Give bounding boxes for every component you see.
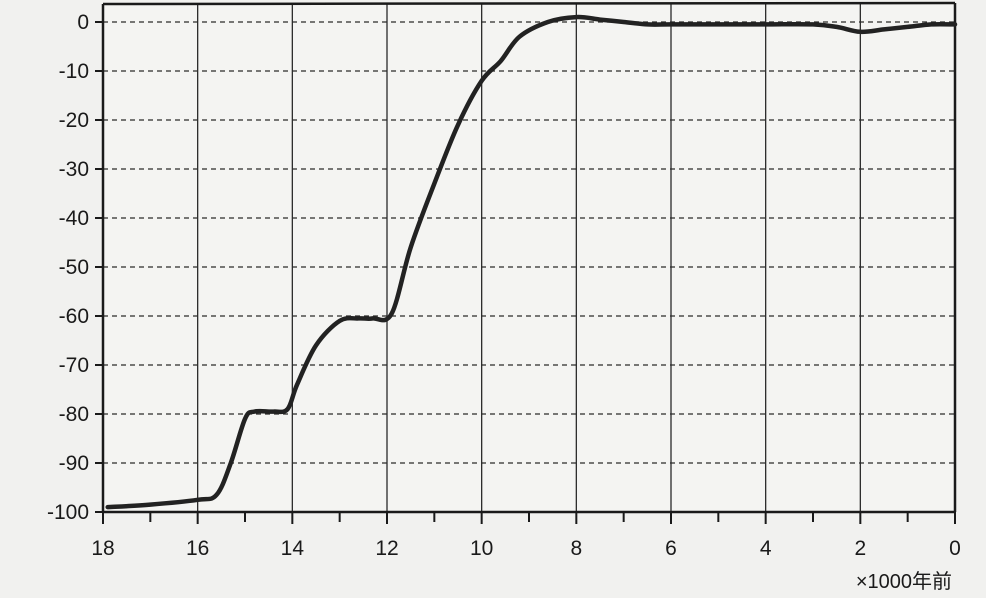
y-tick-label: -50 [59, 256, 89, 279]
series-line [105, 14, 958, 510]
x-tick-label: 18 [91, 537, 114, 560]
x-tick-label: 2 [854, 537, 866, 560]
x-tick-label: 6 [665, 537, 677, 560]
y-tick-label: -10 [59, 60, 89, 83]
y-tick-label: -30 [59, 158, 89, 181]
y-tick-label: -90 [59, 452, 89, 475]
x-tick-label: 12 [375, 537, 398, 560]
y-tick-label: -40 [59, 207, 89, 230]
series-layer [105, 14, 958, 510]
grid-layer [103, 4, 955, 512]
x-tick-label: 14 [281, 537, 305, 560]
x-tick-label: 8 [570, 537, 582, 560]
y-tick-label: -70 [59, 354, 89, 377]
x-tick-label: 16 [186, 537, 209, 560]
x-tick-label: 10 [470, 537, 493, 560]
y-tick-label: -100 [47, 501, 89, 524]
plot-background [103, 4, 955, 512]
x-tick-label: 0 [949, 537, 961, 560]
frame-top [102, 1, 956, 6]
y-tick-label: 0 [77, 11, 89, 34]
y-tick-label: -20 [59, 109, 89, 132]
y-tick-label: -80 [59, 403, 89, 426]
x-unit-label: ×1000年前 [856, 570, 952, 593]
y-tick-label: -60 [59, 305, 89, 328]
x-tick-label: 4 [760, 537, 772, 560]
